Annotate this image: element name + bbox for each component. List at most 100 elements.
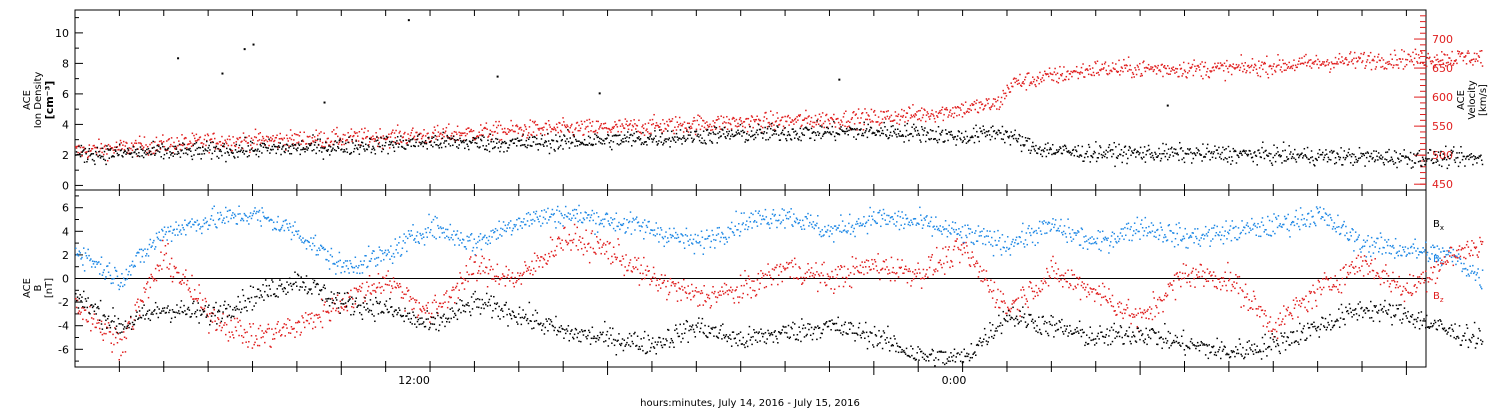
- data-point: [1272, 65, 1274, 68]
- data-point: [1191, 152, 1194, 155]
- data-point: [1294, 69, 1296, 72]
- data-point: [225, 160, 227, 163]
- data-point: [984, 132, 986, 134]
- data-point: [861, 224, 863, 227]
- data-point: [102, 158, 105, 161]
- data-point: [1131, 151, 1134, 154]
- data-point: [313, 144, 316, 146]
- data-point: [858, 122, 861, 124]
- data-point: [1059, 74, 1062, 76]
- data-point: [1238, 156, 1240, 159]
- data-point: [1412, 51, 1414, 54]
- data-point: [82, 146, 84, 149]
- data-point: [721, 128, 723, 130]
- data-point: [94, 150, 97, 153]
- data-point: [294, 221, 296, 223]
- data-point: [132, 144, 135, 146]
- data-point: [926, 111, 929, 113]
- data-point: [666, 130, 669, 132]
- data-point: [923, 108, 925, 111]
- data-point: [482, 134, 484, 136]
- data-point: [211, 152, 214, 155]
- data-point: [804, 215, 807, 218]
- data-point: [501, 128, 504, 130]
- data-point: [524, 125, 527, 128]
- data-point: [217, 212, 219, 214]
- data-point: [1064, 232, 1067, 235]
- data-point: [180, 233, 183, 235]
- data-point: [257, 155, 260, 158]
- data-point: [159, 239, 161, 241]
- data-point: [660, 128, 663, 131]
- data-point: [903, 109, 905, 112]
- data-point: [1460, 52, 1463, 54]
- data-point: [323, 248, 326, 251]
- data-point: [346, 139, 349, 141]
- data-point: [863, 121, 865, 124]
- data-point: [894, 128, 897, 131]
- data-point: [111, 155, 114, 157]
- data-point: [899, 130, 901, 133]
- data-point: [992, 125, 994, 127]
- data-point: [563, 217, 565, 219]
- data-point: [1212, 152, 1215, 155]
- data-point: [370, 257, 373, 260]
- data-point: [375, 257, 378, 259]
- data-point: [859, 129, 861, 131]
- data-point: [1399, 58, 1401, 60]
- data-point: [634, 229, 636, 231]
- data-point: [802, 128, 805, 130]
- data-point: [1262, 68, 1264, 71]
- data-point: [901, 135, 903, 137]
- data-point: [172, 229, 175, 231]
- data-point: [1097, 157, 1100, 159]
- data-point: [1177, 153, 1179, 156]
- data-point: [430, 144, 432, 146]
- data-point: [841, 124, 844, 126]
- data-point: [159, 148, 162, 150]
- data-point: [1371, 59, 1374, 62]
- data-point: [606, 137, 608, 139]
- data-point: [1303, 55, 1306, 58]
- data-point: [718, 118, 720, 120]
- data-point: [215, 145, 218, 148]
- data-point: [1401, 155, 1403, 157]
- data-point: [734, 134, 736, 137]
- data-point: [444, 132, 446, 134]
- data-point-spike: [407, 19, 410, 22]
- data-point: [999, 248, 1002, 251]
- data-point: [1191, 63, 1194, 66]
- data-point: [1196, 65, 1199, 67]
- data-point: [101, 274, 104, 276]
- data-point: [316, 146, 318, 149]
- data-point: [520, 139, 523, 141]
- data-point: [946, 109, 949, 111]
- data-point: [460, 141, 463, 144]
- data-point: [1043, 70, 1046, 73]
- data-point: [358, 153, 361, 155]
- data-point: [253, 210, 255, 212]
- data-point: [489, 129, 492, 132]
- data-point: [1056, 151, 1059, 154]
- data-point: [480, 134, 483, 136]
- data-point: [764, 112, 766, 114]
- data-point: [533, 220, 536, 222]
- data-point: [1023, 145, 1025, 147]
- data-point: [837, 121, 840, 124]
- data-point: [130, 152, 132, 155]
- data-point: [182, 152, 185, 155]
- data-point: [1262, 63, 1265, 65]
- data-point: [1360, 152, 1362, 155]
- data-point: [693, 116, 695, 119]
- data-point: [152, 152, 154, 155]
- data-point: [723, 126, 726, 129]
- data-point: [1077, 144, 1080, 147]
- data-point: [792, 128, 794, 130]
- data-point: [1353, 161, 1356, 164]
- data-point: [325, 141, 327, 144]
- data-point: [742, 129, 744, 132]
- data-point: [849, 128, 852, 131]
- data-point: [183, 143, 186, 146]
- data-point: [1419, 62, 1421, 65]
- data-point: [640, 132, 643, 135]
